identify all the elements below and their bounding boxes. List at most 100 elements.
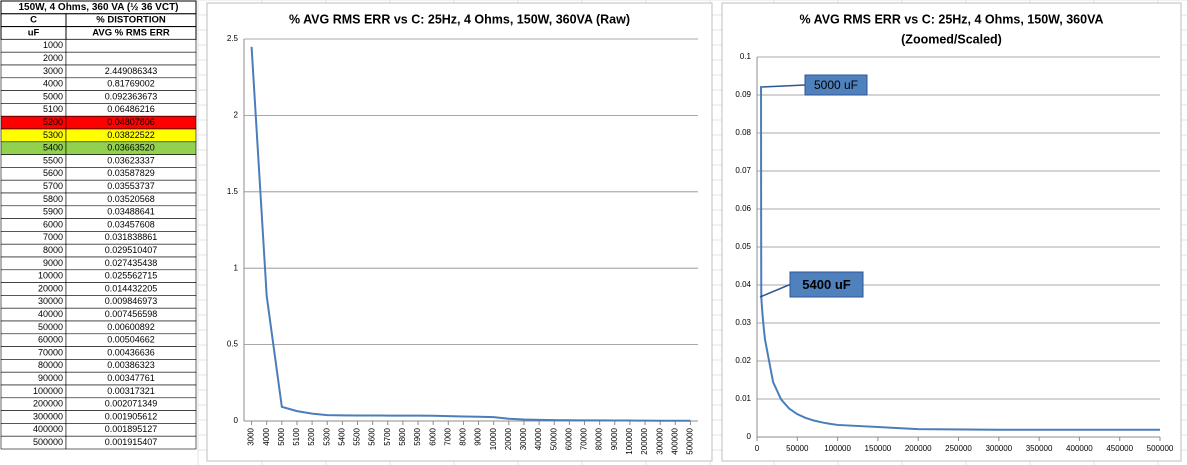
x-tick-label: 350000 <box>1026 444 1053 453</box>
cell-text: 0.00436636 <box>107 347 155 357</box>
cell-text: 70000 <box>38 347 63 357</box>
cell-text: 20000 <box>38 283 63 293</box>
cell-text: 0.027435438 <box>105 258 158 268</box>
cell-text: 5800 <box>43 194 63 204</box>
annotation: 5000 uF <box>814 78 858 92</box>
cell-text: 0.81769002 <box>107 79 155 89</box>
callout-leader <box>759 283 791 298</box>
cell-text: 50000 <box>38 322 63 332</box>
cell-text: 0.025562715 <box>105 271 158 281</box>
cell-text: 0.03587829 <box>107 168 155 178</box>
x-tick-label: 10000 <box>489 427 498 450</box>
cell-text: 80000 <box>38 360 63 370</box>
cell-text: 30000 <box>38 296 63 306</box>
chart-panel <box>721 2 1182 462</box>
chart-title: % AVG RMS ERR vs C: 25Hz, 4 Ohms, 150W, … <box>289 12 630 26</box>
x-tick-label: 400000 <box>1066 444 1093 453</box>
cell-text: 0.03623337 <box>107 155 155 165</box>
cell-text: 0.03822522 <box>107 130 155 140</box>
x-tick-label: 5000 <box>277 427 286 445</box>
y-tick-label: 0.01 <box>735 394 751 403</box>
cell <box>65 39 197 53</box>
x-tick-label: 5200 <box>307 427 316 445</box>
cell-text: 0.03457608 <box>107 219 155 229</box>
cell-text: 0.001915407 <box>105 437 158 447</box>
x-tick-label: 50000 <box>786 444 809 453</box>
chart-subtitle: (Zoomed/Scaled) <box>901 32 1002 46</box>
cell-text: 500000 <box>33 437 63 447</box>
cell-text: 0.00600892 <box>107 322 155 332</box>
x-tick-label: 6000 <box>428 427 437 445</box>
cell-text: 0.04807806 <box>107 117 155 127</box>
cell-text: 5200 <box>43 117 63 127</box>
y-tick-label: 0.06 <box>735 204 751 213</box>
cell-text: 100000 <box>33 386 63 396</box>
x-tick-label: 4000 <box>262 427 271 445</box>
y-tick-label: 2.5 <box>227 34 239 43</box>
x-tick-label: 5400 <box>337 427 346 445</box>
cell-text: 0.001895127 <box>105 424 158 434</box>
cell-text: 8000 <box>43 245 63 255</box>
cell-text: 0.031838861 <box>105 232 158 242</box>
cell-text: 9000 <box>43 258 63 268</box>
x-tick-label: 0 <box>755 444 760 453</box>
cell-text: 2000 <box>43 53 63 63</box>
x-tick-label: 5600 <box>368 427 377 445</box>
cell-text: 90000 <box>38 373 63 383</box>
cell-text: 0.009846973 <box>105 296 158 306</box>
table-title: 150W, 4 Ohms, 360 VA (½ 36 VCT) <box>18 2 178 13</box>
x-tick-label: 9000 <box>474 427 483 445</box>
cell-text: 60000 <box>38 335 63 345</box>
cell-text: 2.449086343 <box>105 66 158 76</box>
header-text: AVG % RMS ERR <box>92 28 170 39</box>
x-tick-label: 500000 <box>686 427 695 454</box>
y-tick-label: 1.5 <box>227 187 239 196</box>
cell-text: 40000 <box>38 309 63 319</box>
x-tick-label: 5300 <box>322 427 331 445</box>
x-tick-label: 50000 <box>549 427 558 450</box>
y-tick-label: 0.5 <box>227 340 239 349</box>
y-tick-label: 0.05 <box>735 242 751 251</box>
x-tick-label: 200000 <box>640 427 649 454</box>
x-tick-label: 100000 <box>625 427 634 454</box>
x-tick-label: 5900 <box>413 427 422 445</box>
x-tick-label: 150000 <box>865 444 892 453</box>
cell-text: 3000 <box>43 66 63 76</box>
y-tick-label: 0.02 <box>735 356 751 365</box>
cell-text: 0.00317321 <box>107 386 155 396</box>
y-tick-label: 1 <box>234 263 239 272</box>
data-line <box>250 46 691 422</box>
chart-title: % AVG RMS ERR vs C: 25Hz, 4 Ohms, 150W, … <box>799 12 1103 26</box>
cell-text: 0.00504662 <box>107 335 155 345</box>
cell <box>65 51 197 66</box>
x-tick-label: 20000 <box>504 427 513 450</box>
cell-text: 0.029510407 <box>105 245 158 255</box>
cell-text: 5700 <box>43 181 63 191</box>
x-tick-label: 400000 <box>670 427 679 454</box>
cell-text: 1000 <box>43 40 63 50</box>
header-text: % DISTORTION <box>96 15 166 26</box>
cell-text: 5100 <box>43 104 63 114</box>
x-tick-label: 70000 <box>580 427 589 450</box>
cell-text: 300000 <box>33 411 63 421</box>
y-tick-label: 0.03 <box>735 318 751 327</box>
cell-text: 5300 <box>43 130 63 140</box>
cell-text: 4000 <box>43 79 63 89</box>
y-tick-label: 0.07 <box>735 166 751 175</box>
cell-text: 0.001905612 <box>105 411 158 421</box>
cell-text: 0.00347761 <box>107 373 155 383</box>
cell-text: 0.014432205 <box>105 283 158 293</box>
x-tick-label: 60000 <box>564 427 573 450</box>
cell-text: 5400 <box>43 143 63 153</box>
x-tick-label: 300000 <box>655 427 664 454</box>
cell-text: 0.002071349 <box>105 399 158 409</box>
x-tick-label: 200000 <box>905 444 932 453</box>
cell-text: 0.03553737 <box>107 181 155 191</box>
cell-text: 7000 <box>43 232 63 242</box>
x-tick-label: 500000 <box>1147 444 1174 453</box>
cell-text: 5900 <box>43 207 63 217</box>
cell-text: 0.03488641 <box>107 207 155 217</box>
callout-box <box>789 271 864 298</box>
cell-text: 5000 <box>43 91 63 101</box>
